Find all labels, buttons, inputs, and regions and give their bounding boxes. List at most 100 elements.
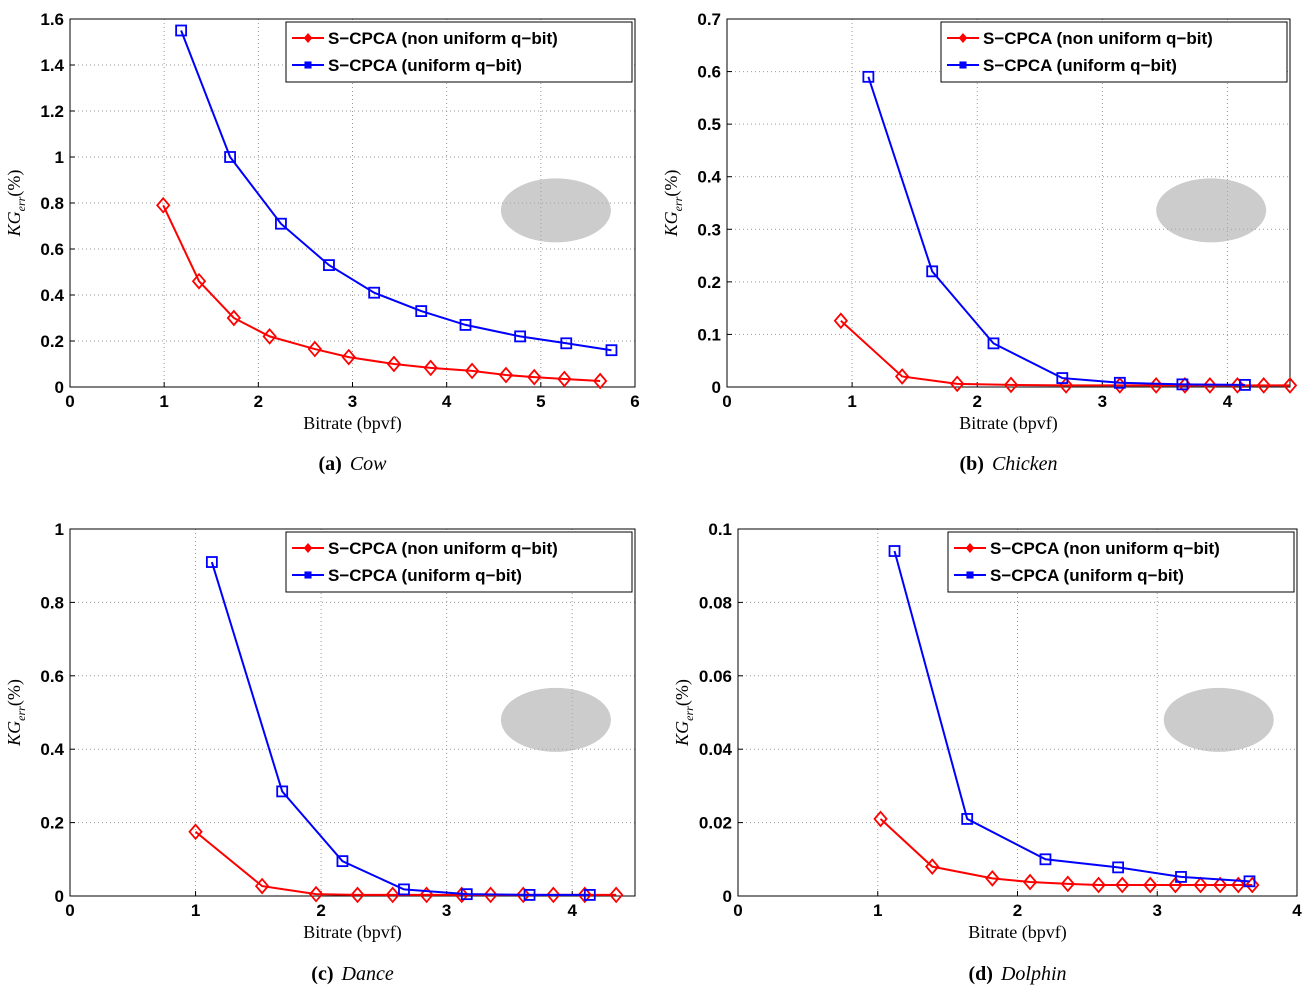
caption: (c) Dance — [311, 963, 394, 985]
y-tick-label: 0.02 — [699, 814, 732, 833]
marker — [961, 813, 974, 825]
caption: (d) Dolphin — [968, 963, 1066, 985]
marker — [224, 151, 236, 163]
caption-text: Cow — [350, 453, 387, 475]
x-tick-label: 1 — [159, 392, 168, 411]
marker — [577, 886, 592, 904]
marker — [605, 344, 618, 357]
marker — [262, 328, 277, 345]
marker — [464, 362, 480, 380]
marker — [546, 886, 561, 904]
y-tick-label: 1.6 — [40, 10, 64, 29]
marker — [276, 785, 289, 798]
x-tick-label: 3 — [442, 901, 451, 920]
y-tick-label: 0.8 — [40, 194, 64, 213]
legend-label: S−CPCA (non uniform q−bit) — [328, 29, 558, 48]
x-tick-label: 0 — [65, 901, 74, 920]
y-axis-label: KGerr(%) — [4, 679, 28, 747]
marker — [873, 810, 888, 828]
marker — [608, 886, 624, 904]
marker — [833, 312, 849, 330]
caption-text: Dance — [341, 963, 394, 985]
x-tick-label: 4 — [1292, 901, 1302, 920]
y-tick-label: 0.4 — [40, 740, 64, 759]
marker — [308, 885, 324, 903]
marker — [368, 286, 381, 299]
y-axis-label-part: KG — [4, 211, 24, 237]
y-tick-label: 0 — [55, 887, 64, 906]
marker — [498, 366, 514, 384]
marker — [958, 32, 968, 44]
marker — [1003, 376, 1019, 394]
legend-label: S−CPCA (non uniform q−bit) — [328, 539, 558, 558]
x-tick-label: 0 — [733, 901, 742, 920]
y-axis-label-part: KG — [4, 721, 24, 747]
y-tick-label: 0.8 — [40, 593, 64, 612]
marker — [560, 337, 573, 350]
marker — [1143, 876, 1158, 894]
x-tick-label: 0 — [722, 392, 731, 411]
x-tick-label: 3 — [1153, 901, 1162, 920]
marker — [423, 359, 438, 377]
marker — [985, 870, 1000, 887]
marker — [592, 372, 608, 390]
y-tick-label: 0.4 — [697, 168, 721, 187]
marker — [304, 571, 312, 579]
marker — [323, 259, 335, 272]
legend-box — [940, 21, 1288, 83]
marker — [516, 886, 531, 904]
x-tick-label: 5 — [536, 392, 545, 411]
y-axis-label-part: (%) — [661, 170, 682, 197]
y-tick-label: 0 — [55, 378, 64, 397]
marker — [156, 196, 171, 214]
marker — [303, 32, 313, 44]
x-tick-label: 2 — [972, 392, 981, 411]
y-axis-label-part: err — [14, 196, 28, 211]
marker — [460, 888, 473, 901]
series-line — [879, 818, 1253, 886]
y-axis-label: KGerr(%) — [4, 170, 28, 238]
y-axis-label-part: (%) — [672, 679, 693, 706]
x-tick-label: 1 — [191, 901, 200, 920]
marker — [275, 217, 287, 230]
marker — [1115, 876, 1130, 894]
marker — [303, 542, 313, 554]
x-tick-label: 2 — [1013, 901, 1022, 920]
panel: 0 1 2 3 4 0 0.02 0.04 0.06 0.08 0.1 S−CPCA (non uni… — [672, 520, 1302, 985]
x-tick-label: 3 — [1098, 392, 1107, 411]
caption-label: (a) — [318, 453, 341, 475]
legend-label: S−CPCA (uniform q−bit) — [328, 566, 522, 585]
legend-box — [947, 531, 1295, 593]
legend-label: S−CPCA (non uniform q−bit) — [983, 29, 1213, 48]
legend-box — [285, 531, 633, 593]
marker — [1202, 377, 1218, 394]
caption-label: (b) — [960, 453, 984, 475]
marker — [966, 571, 974, 579]
y-axis-label-part: err — [682, 706, 696, 721]
marker — [1230, 377, 1245, 394]
legend-label: S−CPCA (uniform q−bit) — [328, 56, 522, 75]
marker — [583, 888, 596, 901]
marker — [415, 305, 428, 318]
x-axis-label: Bitrate (bpvf) — [959, 413, 1057, 434]
marker — [894, 368, 910, 385]
x-tick-label: 4 — [567, 901, 577, 920]
x-tick-label: 2 — [316, 901, 325, 920]
panel: 0 1 2 3 4 0 0.2 0.4 0.6 0.8 1 S−CPCA (non uniform q… — [4, 520, 636, 985]
marker — [1282, 377, 1298, 394]
marker — [385, 886, 400, 904]
marker — [175, 24, 188, 37]
marker — [523, 888, 536, 901]
marker — [959, 61, 967, 69]
marker — [925, 858, 940, 876]
marker — [1176, 378, 1189, 391]
y-tick-label: 1.4 — [40, 56, 64, 75]
legend-box — [285, 21, 633, 83]
marker — [191, 272, 207, 290]
marker — [1193, 876, 1208, 894]
marker — [1022, 873, 1038, 891]
panel: 0 1 2 3 4 0 0.1 0.2 0.3 0.4 0.5 0.6 0.7 S−CPCA (non u… — [661, 10, 1298, 475]
series-line — [893, 550, 1250, 883]
y-axis-label: KGerr(%) — [672, 679, 696, 747]
y-tick-label: 0.6 — [40, 240, 64, 259]
